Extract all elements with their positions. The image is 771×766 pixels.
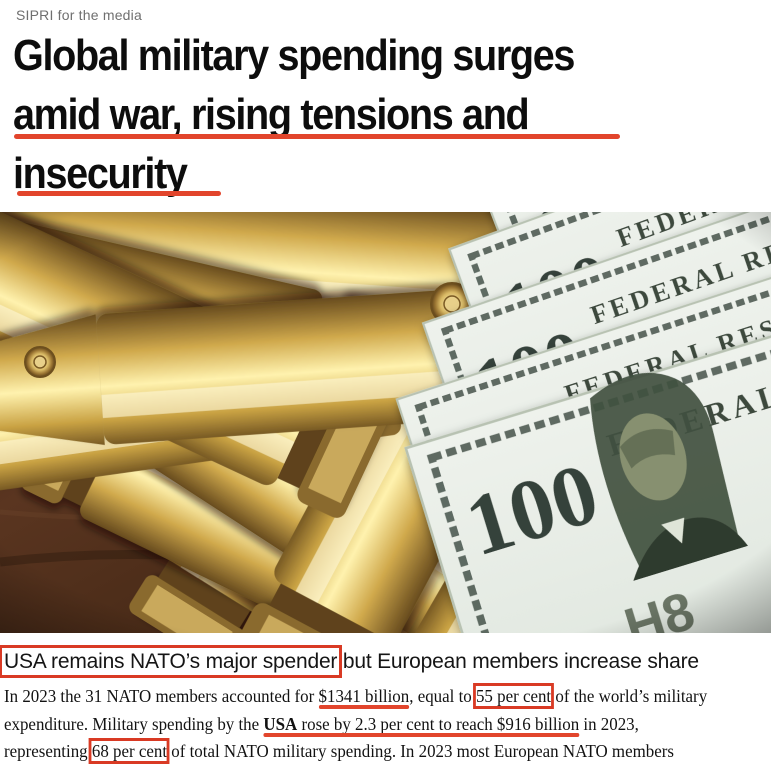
- body-text: in 2023,: [579, 714, 639, 734]
- subheading-annotated-phrase: USA remains NATO’s major spender: [4, 650, 337, 673]
- page-title: Global military spending surges amid war…: [13, 26, 760, 203]
- headline-annotation-underline-2: [17, 191, 221, 196]
- site-kicker-link[interactable]: SIPRI for the media: [16, 7, 142, 23]
- subheading-rest: but European members increase share: [337, 650, 699, 673]
- hero-illustration: 100 FEDERAL RESERVE NOTE H8 G 428 100 10…: [0, 212, 771, 633]
- body-text: In 2023 the 31 NATO members accounted fo…: [4, 686, 319, 706]
- hero-image: 100 FEDERAL RESERVE NOTE H8 G 428 100 10…: [0, 212, 771, 633]
- paragraph-line-1: In 2023 the 31 NATO members accounted fo…: [4, 683, 771, 711]
- photo-vignette: [0, 212, 771, 633]
- body-text: of the world’s military: [551, 686, 707, 706]
- headline-line-1: Global military spending surges: [13, 26, 760, 85]
- body-text: representing: [4, 741, 92, 761]
- annotated-underline-value: USA rose by 2.3 per cent to reach $916 b…: [263, 714, 579, 734]
- annotated-underline-value: $1341 billion: [319, 686, 410, 706]
- article-subheading: USA remains NATO’s major spender but Eur…: [4, 649, 771, 675]
- body-text: of total NATO military spending. In 2023…: [167, 741, 674, 761]
- article-body-section: USA remains NATO’s major spender but Eur…: [4, 649, 771, 766]
- body-text: , equal to: [409, 686, 476, 706]
- paragraph-line-2: expenditure. Military spending by the US…: [4, 711, 771, 739]
- body-text: rose by 2.3 per cent to reach $916 billi…: [297, 714, 579, 734]
- body-text: expenditure. Military spending by the: [4, 714, 263, 734]
- paragraph-line-3: representing 68 per cent of total NATO m…: [4, 738, 771, 766]
- annotated-boxed-value: 55 per cent: [476, 686, 551, 706]
- headline-annotation-underline-1: [14, 134, 620, 139]
- article-paragraph: In 2023 the 31 NATO members accounted fo…: [4, 683, 771, 766]
- bold-term: USA: [263, 714, 297, 734]
- annotated-boxed-value: 68 per cent: [92, 741, 167, 761]
